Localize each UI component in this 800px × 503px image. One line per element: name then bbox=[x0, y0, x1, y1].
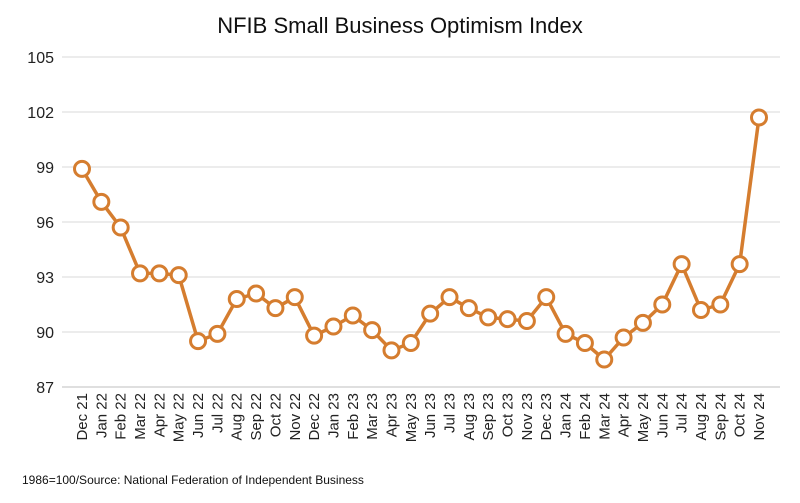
data-point bbox=[208, 324, 227, 343]
data-point bbox=[401, 334, 420, 352]
data-point bbox=[537, 288, 556, 307]
data-point bbox=[227, 290, 246, 308]
x-tick-label: Jun 24 bbox=[654, 393, 671, 438]
data-point bbox=[517, 312, 536, 330]
x-tick-label: Mar 23 bbox=[364, 393, 381, 440]
data-point bbox=[189, 332, 208, 351]
data-point bbox=[131, 264, 150, 283]
series-line bbox=[80, 117, 761, 362]
x-tick-label: Mar 22 bbox=[132, 393, 149, 440]
x-tick-label: Feb 22 bbox=[113, 393, 130, 440]
data-point bbox=[285, 288, 304, 307]
data-point bbox=[595, 350, 614, 369]
x-tick-label: Oct 22 bbox=[267, 393, 284, 437]
y-tick-label: 96 bbox=[36, 215, 54, 232]
x-tick-label: Nov 22 bbox=[287, 393, 304, 441]
x-tick-label: Apr 24 bbox=[616, 393, 633, 437]
data-point bbox=[711, 295, 730, 314]
data-point bbox=[498, 310, 517, 329]
data-point bbox=[479, 308, 498, 327]
x-tick-label: Nov 24 bbox=[751, 393, 768, 441]
x-tick-label: Jun 23 bbox=[422, 393, 439, 438]
x-tick-label: Aug 23 bbox=[461, 393, 478, 441]
data-point bbox=[750, 108, 768, 127]
data-point bbox=[247, 284, 266, 303]
data-point bbox=[691, 301, 710, 319]
data-point bbox=[169, 266, 188, 285]
x-tick-label: Dec 22 bbox=[306, 393, 323, 441]
data-point bbox=[459, 299, 478, 318]
x-tick-label: Jan 23 bbox=[325, 393, 342, 438]
chart-title: NFIB Small Business Optimism Index bbox=[217, 13, 583, 38]
y-tick-label: 87 bbox=[36, 380, 54, 397]
y-tick-label: 105 bbox=[27, 50, 54, 67]
x-tick-label: Apr 22 bbox=[151, 393, 168, 437]
x-tick-label: Feb 24 bbox=[577, 393, 594, 440]
x-tick-label: Aug 22 bbox=[229, 393, 246, 441]
data-point bbox=[440, 288, 459, 307]
data-point bbox=[150, 264, 169, 283]
x-tick-label: Oct 24 bbox=[732, 393, 749, 437]
x-tick-label: May 23 bbox=[403, 393, 420, 442]
x-tick-label: Jul 22 bbox=[209, 393, 226, 433]
data-point bbox=[343, 306, 362, 325]
x-tick-label: Oct 23 bbox=[500, 393, 517, 437]
x-tick-label: Sep 22 bbox=[248, 393, 265, 441]
y-tick-label: 90 bbox=[36, 325, 54, 342]
x-tick-label: Jul 23 bbox=[442, 393, 459, 433]
data-point bbox=[382, 341, 401, 360]
x-tick-label: Jul 24 bbox=[674, 393, 691, 433]
x-tick-label: Feb 23 bbox=[345, 393, 362, 440]
data-point bbox=[614, 328, 633, 347]
data-point bbox=[305, 326, 324, 345]
x-tick-label: Apr 23 bbox=[383, 393, 400, 437]
x-tick-label: Dec 23 bbox=[538, 393, 555, 441]
y-tick-label: 102 bbox=[27, 105, 54, 122]
data-point bbox=[363, 321, 382, 340]
data-point bbox=[730, 255, 749, 274]
data-point bbox=[556, 324, 575, 343]
data-point bbox=[73, 159, 91, 178]
x-tick-label: Mar 24 bbox=[596, 393, 613, 440]
data-point bbox=[266, 299, 285, 318]
data-point bbox=[575, 334, 594, 352]
data-point bbox=[672, 255, 691, 274]
x-tick-label: Jan 24 bbox=[558, 393, 575, 438]
x-tick-label: Jun 22 bbox=[190, 393, 207, 438]
data-point bbox=[324, 317, 343, 336]
x-tick-label: Jan 22 bbox=[93, 393, 110, 438]
data-point bbox=[653, 295, 672, 314]
data-point bbox=[92, 192, 111, 211]
y-tick-label: 93 bbox=[36, 270, 54, 287]
x-tick-label: Dec 21 bbox=[74, 393, 91, 441]
source-note: 1986=100/Source: National Federation of … bbox=[22, 473, 364, 487]
y-tick-label: 99 bbox=[36, 160, 54, 177]
x-tick-label: Sep 24 bbox=[712, 393, 729, 441]
x-tick-label: May 24 bbox=[635, 393, 652, 442]
data-point bbox=[633, 313, 652, 332]
data-point bbox=[111, 218, 130, 237]
x-tick-label: May 22 bbox=[171, 393, 188, 442]
x-tick-label: Sep 23 bbox=[480, 393, 497, 441]
x-tick-label: Nov 23 bbox=[519, 393, 536, 441]
x-tick-label: Aug 24 bbox=[693, 393, 710, 441]
data-point bbox=[421, 304, 440, 323]
